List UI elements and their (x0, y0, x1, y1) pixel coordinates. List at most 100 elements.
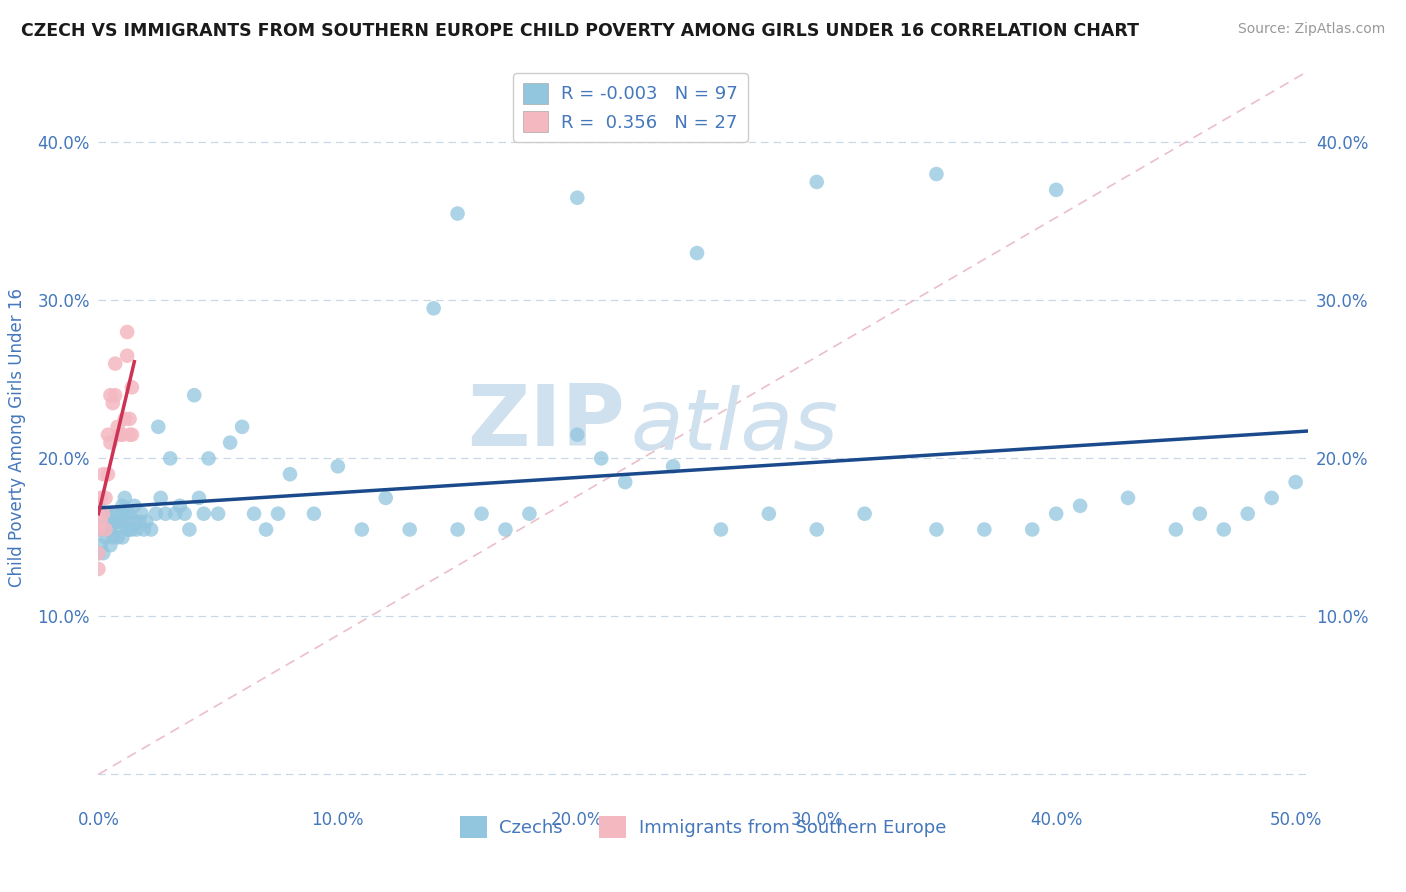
Point (87, 523, 110, 537)
Point (278, 467, 301, 482)
Point (115, 325, 138, 339)
Point (104, 388, 127, 402)
Point (121, 427, 143, 442)
Point (207, 507, 229, 521)
Point (710, 523, 733, 537)
Point (125, 523, 148, 537)
Point (662, 459, 685, 474)
Point (115, 349, 138, 363)
Point (101, 515, 124, 529)
Point (108, 515, 131, 529)
Point (94, 530, 117, 544)
Point (87, 562, 110, 576)
Point (219, 435, 242, 450)
Point (101, 530, 124, 544)
Point (104, 507, 127, 521)
Point (87, 523, 110, 537)
Point (446, 206, 468, 220)
Point (1021, 523, 1043, 537)
Point (132, 523, 155, 537)
Point (173, 507, 195, 521)
Point (104, 523, 127, 537)
Point (243, 507, 266, 521)
Point (422, 301, 444, 316)
Point (806, 523, 828, 537)
Point (149, 491, 172, 505)
Point (139, 523, 162, 537)
Point (148, 419, 170, 434)
Point (91, 467, 114, 482)
Point (114, 515, 136, 529)
Point (108, 427, 131, 442)
Point (925, 523, 948, 537)
Point (87, 515, 110, 529)
Point (124, 499, 146, 513)
Text: ZIP: ZIP (467, 381, 624, 464)
Point (374, 491, 396, 505)
Point (1260, 491, 1282, 505)
Point (104, 357, 127, 371)
Point (231, 419, 253, 434)
Point (97, 523, 120, 537)
Point (115, 507, 138, 521)
Point (302, 507, 325, 521)
Y-axis label: Child Poverty Among Girls Under 16: Child Poverty Among Girls Under 16 (8, 287, 27, 587)
Point (495, 523, 517, 537)
Point (118, 507, 141, 521)
Point (90, 523, 112, 537)
Point (193, 507, 215, 521)
Point (107, 530, 129, 544)
Point (97, 515, 120, 529)
Point (853, 507, 876, 521)
Point (398, 523, 420, 537)
Point (155, 507, 177, 521)
Point (806, 175, 828, 189)
Point (94, 523, 117, 537)
Text: atlas: atlas (630, 384, 838, 467)
Point (686, 246, 709, 260)
Point (87, 499, 110, 513)
Point (1116, 491, 1139, 505)
Point (94, 507, 117, 521)
Point (1188, 507, 1211, 521)
Point (131, 507, 153, 521)
Point (163, 507, 186, 521)
Point (91, 507, 114, 521)
Point (101, 396, 124, 410)
Point (87, 546, 110, 560)
Point (107, 419, 129, 434)
Point (470, 507, 492, 521)
Point (973, 523, 995, 537)
Point (121, 523, 143, 537)
Point (326, 459, 349, 474)
Point (111, 507, 134, 521)
Point (1069, 499, 1091, 513)
Point (114, 412, 136, 426)
Point (87, 507, 110, 521)
Point (100, 388, 122, 402)
Text: CZECH VS IMMIGRANTS FROM SOUTHERN EUROPE CHILD POVERTY AMONG GIRLS UNDER 16 CORR: CZECH VS IMMIGRANTS FROM SOUTHERN EUROPE… (21, 22, 1139, 40)
Point (1045, 507, 1067, 521)
Point (118, 523, 141, 537)
Point (1164, 523, 1187, 537)
Point (135, 515, 157, 529)
Point (159, 451, 181, 466)
Point (100, 507, 122, 521)
Point (614, 475, 637, 489)
Point (128, 515, 150, 529)
Point (567, 427, 589, 442)
Point (111, 499, 134, 513)
Point (350, 523, 373, 537)
Point (100, 435, 122, 450)
Point (145, 507, 167, 521)
Point (100, 523, 122, 537)
Point (1045, 183, 1067, 197)
Point (111, 427, 134, 442)
Point (118, 412, 141, 426)
Point (188, 491, 211, 505)
Point (179, 523, 201, 537)
Point (91, 515, 114, 529)
Point (107, 515, 129, 529)
Point (87, 546, 110, 560)
Point (124, 515, 146, 529)
